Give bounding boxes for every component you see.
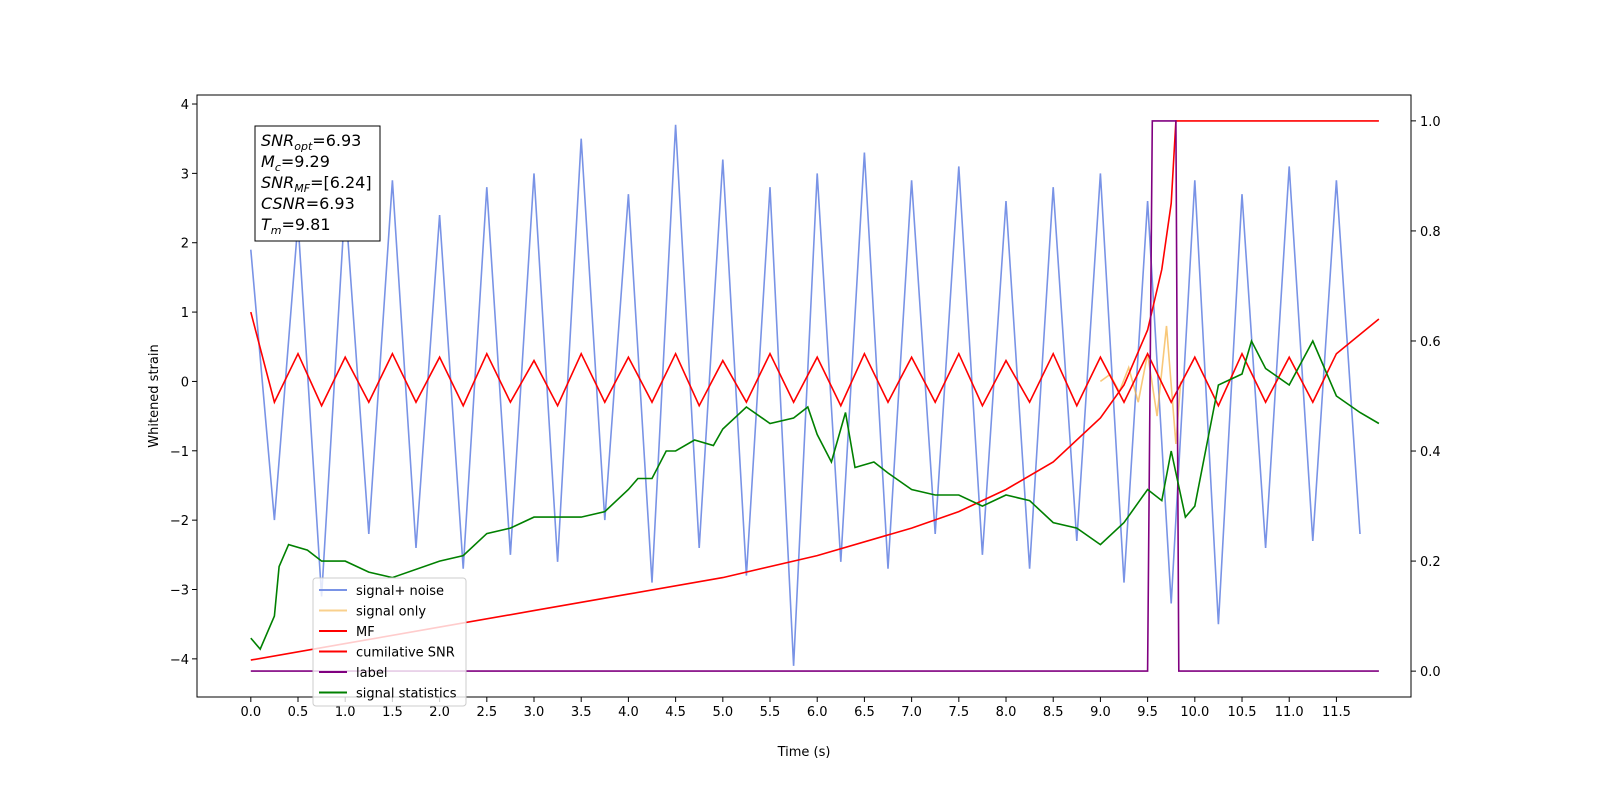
annotation-value: =9.81 (282, 215, 331, 234)
x-tick-label: 11.0 (1275, 705, 1304, 720)
annotation-value: =9.29 (281, 152, 330, 171)
series-line (250, 120, 1379, 661)
x-tick-label: 6.0 (807, 705, 828, 720)
y-tick-label: −2 (170, 514, 189, 529)
annotation-sub: c (275, 161, 281, 174)
y2-tick-label: 0.0 (1420, 665, 1441, 680)
y-tick-label: 0 (181, 375, 189, 390)
annotation-name: SNR (261, 131, 294, 150)
annotation-name: CSNR (261, 194, 306, 213)
x-tick-label: 0.0 (240, 705, 261, 720)
legend-label: signal only (356, 605, 426, 620)
x-tick-label: 5.0 (712, 705, 733, 720)
annotation: Mc=9.29 (261, 152, 330, 174)
plot-frame (196, 94, 1412, 698)
legend-label: signal+ noise (356, 584, 444, 599)
legend-box (312, 577, 467, 707)
annotation-name: M (261, 152, 275, 171)
x-tick-label: 1.5 (382, 705, 403, 720)
y-tick-label: −4 (170, 653, 189, 668)
x-tick-label: 4.5 (665, 705, 686, 720)
series-line (250, 311, 1380, 408)
x-tick-label: 11.5 (1322, 705, 1351, 720)
annotation-sub: MF (294, 182, 310, 195)
y-tick-label: 3 (181, 167, 189, 182)
x-tick-label: 4.0 (618, 705, 639, 720)
legend-label: signal statistics (356, 687, 457, 702)
y-tick-label: 2 (181, 237, 189, 252)
y2-tick-label: 1.0 (1420, 115, 1441, 130)
x-tick-label: 7.5 (948, 705, 969, 720)
legend-label: MF (356, 625, 375, 640)
legend-label: label (356, 666, 387, 681)
y2-tick-label: 0.4 (1420, 445, 1441, 460)
annotation-value: =6.93 (306, 194, 355, 213)
y-tick-label: 1 (181, 306, 189, 321)
annotation-name: SNR (261, 173, 294, 192)
x-tick-label: 10.5 (1228, 705, 1257, 720)
annotation: CSNR=6.93 (261, 194, 355, 213)
annotation-name: T (261, 215, 272, 234)
y2-tick-label: 0.6 (1420, 335, 1441, 350)
x-tick-label: 0.5 (288, 705, 309, 720)
annotation: SNRopt=6.93 (261, 131, 361, 153)
x-tick-label: 9.0 (1090, 705, 1111, 720)
legend-label: cumilative SNR (356, 646, 455, 661)
x-axis-label: Time (s) (777, 745, 831, 760)
x-tick-label: 9.5 (1137, 705, 1158, 720)
x-tick-label: 1.0 (335, 705, 356, 720)
x-tick-label: 10.0 (1180, 705, 1209, 720)
x-tick-label: 5.5 (760, 705, 781, 720)
y2-tick-label: 0.8 (1420, 225, 1441, 240)
x-tick-label: 3.0 (524, 705, 545, 720)
y2-tick-label: 0.2 (1420, 555, 1441, 570)
x-tick-label: 6.5 (854, 705, 875, 720)
y-axis-label: Whitened strain (147, 344, 162, 447)
x-tick-label: 2.5 (476, 705, 497, 720)
annotation-value: =6.93 (312, 131, 361, 150)
x-tick-label: 2.0 (429, 705, 450, 720)
x-tick-label: 8.5 (1043, 705, 1064, 720)
annotation: SNRMF=[6.24] (261, 173, 372, 195)
annotation-value: =[6.24] (310, 173, 372, 192)
series-line (250, 124, 1361, 666)
y-tick-label: −3 (170, 584, 189, 599)
annotation-sub: m (271, 224, 282, 237)
y-tick-label: −1 (170, 445, 189, 460)
annotation-sub: opt (294, 140, 313, 153)
series-line (250, 120, 1379, 672)
x-tick-label: 7.0 (901, 705, 922, 720)
series-line (250, 338, 1380, 651)
y-tick-label: 4 (181, 98, 189, 113)
x-tick-label: 8.0 (996, 705, 1017, 720)
annotation-box (254, 125, 381, 242)
annotation: Tm=9.81 (261, 215, 331, 237)
x-tick-label: 3.5 (571, 705, 592, 720)
